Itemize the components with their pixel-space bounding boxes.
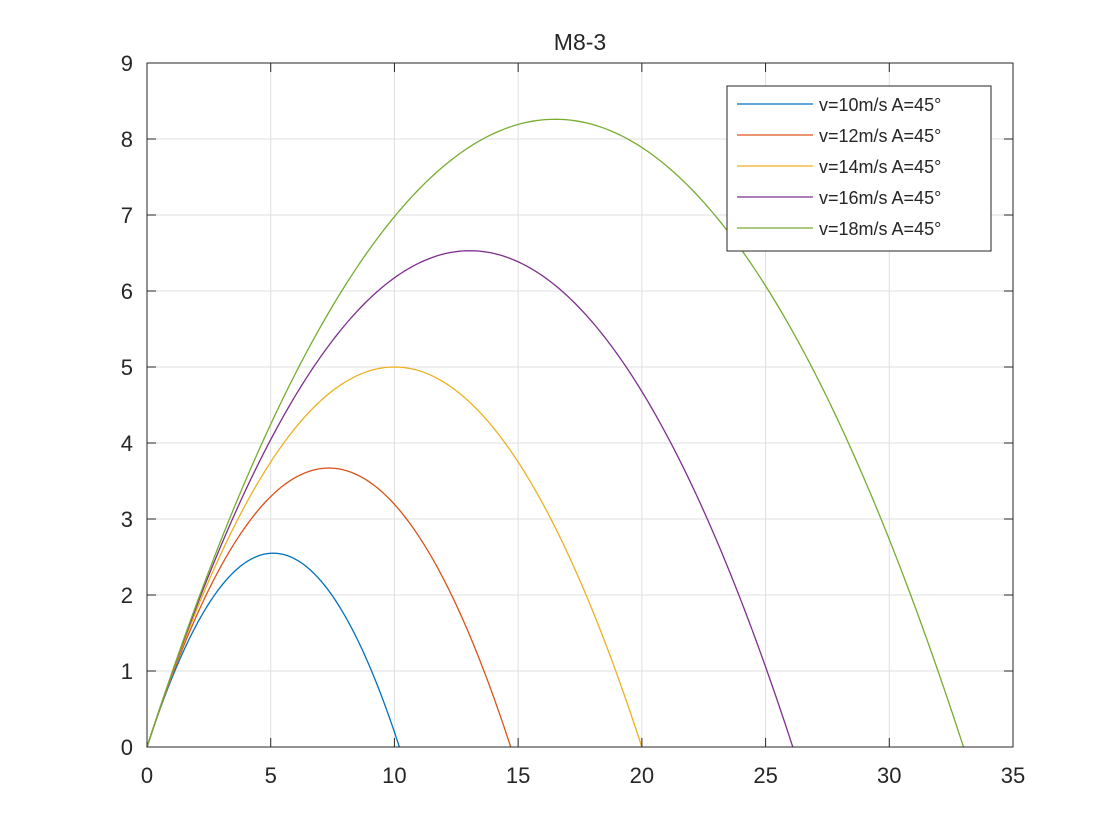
legend-box: [726, 85, 992, 252]
series-line-1: [146, 552, 400, 748]
plot-frame: [146, 62, 1014, 748]
series-layer: [146, 118, 965, 748]
y-tick-label: 5: [121, 355, 133, 380]
legend-entry-1: v=10m/s A=45°: [819, 95, 941, 115]
y-tick-label: 4: [121, 431, 133, 456]
series-line-4: [146, 250, 794, 748]
legend-entry-3: v=14m/s A=45°: [819, 157, 941, 177]
x-tick-label: 10: [382, 763, 406, 788]
legend: v=10m/s A=45° v=12m/s A=45° v=14m/s A=45° v…: [726, 85, 992, 252]
chart-title: M8-3: [554, 29, 606, 55]
series-line-3: [146, 366, 643, 748]
y-tick-label: 8: [121, 127, 133, 152]
legend-entry-4: v=16m/s A=45°: [819, 188, 941, 208]
x-tick-label: 0: [141, 763, 153, 788]
y-tick-label: 2: [121, 583, 133, 608]
y-tick-label: 7: [121, 203, 133, 228]
y-tick-label: 3: [121, 507, 133, 532]
x-tick-label: 5: [265, 763, 277, 788]
series-line-2: [146, 467, 512, 748]
y-tick-label: 1: [121, 659, 133, 684]
tick-labels: 0 5 10 15 20 25 30 35 0 1 2 3 4 5 6 7 8 9: [121, 51, 1025, 788]
x-tick-label: 20: [630, 763, 654, 788]
x-tick-label: 35: [1001, 763, 1025, 788]
x-tick-label: 25: [753, 763, 777, 788]
axis-ticks: [146, 62, 1014, 748]
y-tick-label: 6: [121, 279, 133, 304]
legend-entry-5: v=18m/s A=45°: [819, 219, 941, 239]
series-line-5: [146, 118, 965, 748]
y-tick-label: 9: [121, 51, 133, 76]
x-tick-label: 15: [506, 763, 530, 788]
x-tick-label: 30: [877, 763, 901, 788]
legend-entry-2: v=12m/s A=45°: [819, 126, 941, 146]
y-tick-label: 0: [121, 735, 133, 760]
